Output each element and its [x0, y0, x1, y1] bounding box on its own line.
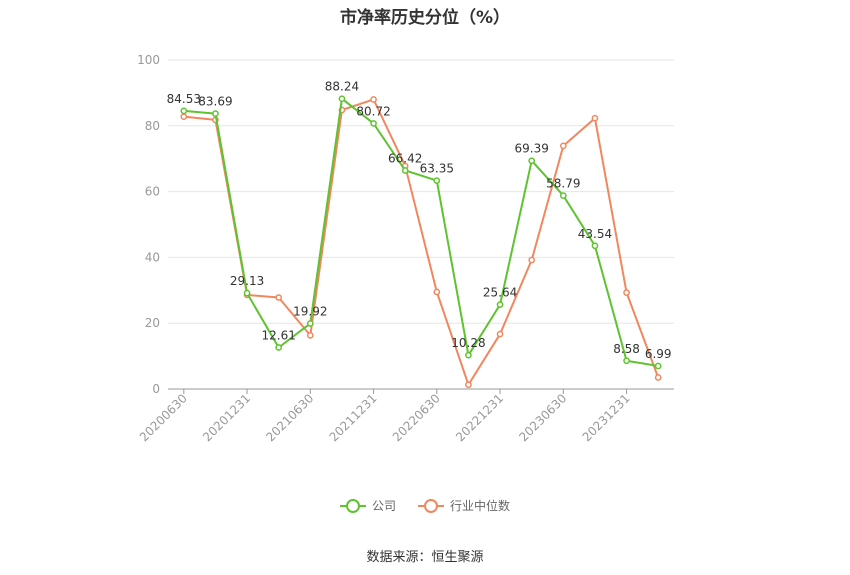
x-tick-label: 20231231	[580, 391, 633, 444]
data-label-company: 12.61	[262, 329, 296, 343]
legend-marker-industry-median	[424, 498, 438, 513]
data-point-company	[243, 289, 251, 297]
legend-marker-company	[345, 498, 360, 513]
data-point-company	[623, 357, 630, 365]
data-point-industry-median	[591, 114, 599, 122]
data-label-company: 10.28	[451, 336, 485, 350]
data-label-company: 80.72	[356, 104, 390, 118]
data-point-company	[465, 351, 472, 359]
chart-title: 市净率历史分位（%）	[339, 8, 511, 28]
y-tick-label: 80	[145, 119, 160, 133]
legend-swatch-industry-median	[418, 498, 444, 513]
legend-label-industry-median: 行业中位数	[450, 499, 511, 513]
data-point-industry-median	[275, 294, 283, 301]
data-point-company	[306, 320, 314, 327]
y-tick-label: 100	[137, 53, 160, 67]
y-tick-label: 0	[152, 382, 160, 396]
series-line-company	[183, 97, 659, 367]
legend-item-industry-median[interactable]: 行业中位数	[418, 497, 510, 514]
data-label-company: 6.99	[645, 347, 672, 361]
x-tick-label: 20211231	[327, 391, 380, 444]
legend-item-company[interactable]: 公司	[339, 497, 396, 514]
legend-label-company: 公司	[371, 499, 396, 513]
data-point-company	[591, 242, 599, 250]
data-label-company: 69.39	[515, 142, 549, 156]
data-point-industry-median	[180, 113, 188, 120]
y-tick-label: 20	[145, 316, 160, 330]
x-tick-label: 20210630	[263, 391, 316, 444]
data-label-company: 66.42	[388, 151, 422, 165]
data-point-industry-median	[370, 96, 377, 103]
data-label-company: 43.54	[578, 227, 612, 241]
data-point-company	[275, 344, 283, 351]
x-tick-label: 20200630	[137, 391, 190, 444]
data-point-industry-median	[496, 330, 504, 338]
data-label-company: 88.24	[325, 80, 359, 94]
data-label-company: 25.64	[483, 286, 517, 300]
data-point-industry-median	[528, 256, 536, 264]
data-point-company	[654, 362, 662, 370]
x-tick-label: 20201231	[200, 391, 253, 444]
x-tick-label: 20230630	[516, 391, 569, 444]
data-label-company: 19.92	[293, 304, 327, 318]
series-layer	[180, 95, 662, 389]
data-label-company: 63.35	[420, 162, 454, 176]
x-tick-label: 20220630	[390, 391, 443, 444]
data-point-industry-median	[559, 142, 567, 150]
legend: 公司 行业中位数	[0, 497, 850, 514]
data-label-company: 83.69	[198, 95, 232, 109]
data-point-industry-median	[623, 289, 630, 296]
data-point-industry-median	[433, 288, 441, 296]
data-point-company	[370, 120, 377, 127]
x-tick-label: 20221231	[453, 391, 506, 444]
y-tick-label: 60	[145, 185, 160, 199]
data-label-company: 58.79	[546, 177, 580, 191]
y-tick-label: 40	[145, 250, 160, 264]
data-label-company: 8.58	[613, 342, 640, 356]
data-label-company: 84.53	[167, 92, 201, 106]
series-line-industry-median	[183, 98, 660, 386]
legend-swatch-company	[339, 498, 366, 513]
data-point-company	[559, 192, 567, 199]
data-label-company: 29.13	[230, 274, 264, 288]
data-point-company	[212, 110, 219, 118]
data-point-company	[401, 167, 409, 174]
data-point-company	[433, 177, 441, 184]
data-point-company	[180, 107, 188, 115]
data-point-company	[338, 95, 346, 103]
data-point-industry-median	[465, 381, 472, 389]
data-source-note: 数据来源：恒生聚源	[366, 550, 484, 565]
data-point-company	[528, 157, 536, 165]
data-point-company	[496, 301, 504, 308]
data-point-industry-median	[306, 332, 314, 339]
data-point-industry-median	[654, 374, 662, 381]
grid-layer	[168, 59, 674, 324]
